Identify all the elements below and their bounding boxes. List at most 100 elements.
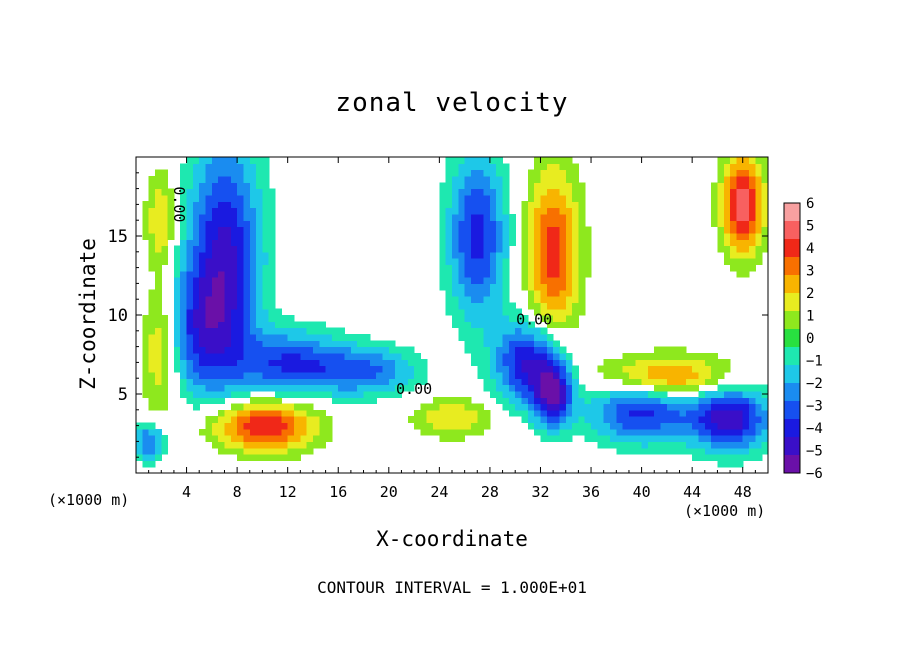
heatmap-cell — [224, 378, 232, 386]
x-tick-label: 40 — [633, 483, 651, 501]
heatmap-cell — [496, 371, 504, 379]
heatmap-cell — [287, 384, 295, 392]
heatmap-cell — [572, 169, 579, 177]
heatmap-cell — [673, 359, 681, 367]
heatmap-cell — [534, 422, 542, 430]
heatmap-cell — [458, 302, 466, 310]
heatmap-cell — [256, 321, 263, 329]
heatmap-cell — [205, 302, 213, 310]
heatmap-cell — [565, 232, 573, 240]
heatmap-cell — [445, 270, 453, 278]
heatmap-cell — [256, 315, 263, 322]
heatmap-cell — [218, 220, 226, 228]
heatmap-cell — [515, 390, 523, 398]
heatmap-cell — [205, 232, 213, 240]
heatmap-cell — [540, 289, 548, 297]
heatmap-cell — [483, 289, 491, 297]
heatmap-cell — [142, 213, 150, 221]
heatmap-cell — [256, 207, 263, 215]
heatmap-cell — [717, 397, 725, 405]
heatmap-cell — [211, 157, 219, 164]
heatmap-cell — [641, 397, 649, 405]
heatmap-cell — [477, 371, 485, 379]
heatmap-cell — [452, 289, 459, 297]
heatmap-cell — [698, 378, 706, 386]
heatmap-cell — [755, 251, 763, 259]
heatmap-cell — [287, 428, 295, 436]
heatmap-cell — [534, 239, 542, 247]
heatmap-cell — [249, 428, 257, 436]
heatmap-cell — [218, 384, 226, 392]
heatmap-cell — [154, 239, 162, 247]
heatmap-cell — [559, 213, 567, 221]
heatmap-cell — [420, 409, 428, 417]
heatmap-cell — [527, 390, 535, 398]
heatmap-cell — [534, 258, 542, 266]
heatmap-cell — [211, 169, 219, 177]
heatmap-cell — [180, 333, 188, 341]
heatmap-cell — [237, 283, 245, 291]
heatmap-cell — [420, 365, 428, 373]
heatmap-cell — [439, 403, 447, 411]
heatmap-cell — [723, 359, 731, 367]
heatmap-cell — [167, 220, 175, 228]
heatmap-cell — [477, 422, 485, 430]
heatmap-cell — [458, 315, 466, 322]
heatmap-cell — [420, 416, 428, 424]
heatmap-cell — [736, 188, 744, 196]
heatmap-cell — [717, 169, 725, 177]
heatmap-cell — [540, 220, 548, 228]
heatmap-cell — [312, 390, 320, 398]
heatmap-cell — [395, 378, 403, 386]
heatmap-cell — [540, 264, 548, 272]
heatmap-cell — [275, 435, 282, 442]
heatmap-cell — [559, 270, 567, 278]
heatmap-cell — [262, 245, 270, 253]
heatmap-cell — [616, 416, 624, 424]
heatmap-cell — [154, 232, 162, 240]
heatmap-cell — [647, 403, 655, 411]
heatmap-cell — [508, 390, 516, 398]
heatmap-cell — [489, 264, 497, 272]
heatmap-cell — [470, 346, 478, 354]
heatmap-cell — [388, 371, 396, 379]
heatmap-cell — [559, 277, 567, 284]
heatmap-cell — [597, 409, 605, 417]
heatmap-cell — [641, 441, 649, 449]
heatmap-cell — [199, 327, 207, 335]
heatmap-cell — [692, 352, 700, 360]
heatmap-cell — [199, 365, 207, 373]
heatmap-cell — [256, 169, 263, 177]
heatmap-cell — [186, 359, 194, 367]
heatmap-cell — [723, 157, 731, 164]
heatmap-cell — [673, 384, 681, 392]
heatmap-cell — [679, 416, 687, 424]
heatmap-cell — [230, 194, 238, 202]
heatmap-cell — [673, 378, 681, 386]
heatmap-cell — [192, 327, 200, 335]
heatmap-cell — [685, 397, 693, 405]
heatmap-cell — [256, 194, 263, 202]
heatmap-cell — [679, 409, 687, 417]
heatmap-cell — [268, 441, 276, 449]
heatmap-cell — [243, 308, 251, 316]
heatmap-cell — [294, 447, 301, 455]
heatmap-cell — [546, 264, 554, 272]
heatmap-cell — [338, 340, 346, 348]
heatmap-cell — [477, 251, 485, 259]
heatmap-cell — [249, 182, 257, 190]
x-tick-label: 12 — [279, 483, 297, 501]
heatmap-cell — [218, 207, 226, 215]
heatmap-cell — [546, 403, 554, 411]
heatmap-cell — [496, 352, 504, 360]
heatmap-cell — [496, 194, 504, 202]
heatmap-cell — [167, 207, 175, 215]
colorbar-swatch — [784, 329, 800, 348]
heatmap-cell — [180, 390, 188, 398]
heatmap-cell — [262, 346, 270, 354]
heatmap-cell — [268, 327, 276, 335]
heatmap-cell — [717, 422, 725, 430]
heatmap-cell — [597, 435, 605, 442]
heatmap-cell — [458, 226, 466, 234]
